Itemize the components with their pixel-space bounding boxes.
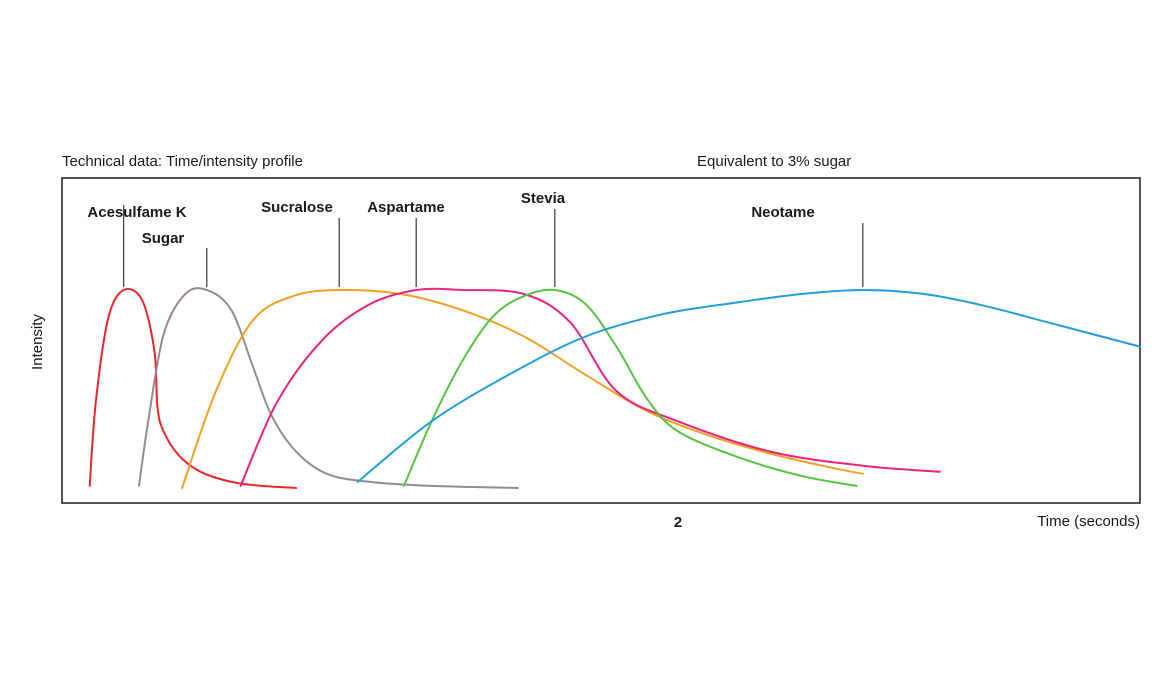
x-tick-label: 2 [674,514,682,531]
y-axis-label: Intensity [29,314,46,370]
series-line-stevia [402,288,858,487]
series-line-aspartame [239,287,941,487]
series-line-neotame [356,289,1141,483]
series-line-sucralose [181,288,864,489]
series-label-stevia: Stevia [521,190,566,207]
series-label-neotame: Neotame [751,204,814,221]
x-axis-label: Time (seconds) [1037,513,1140,530]
series-labels: Acesulfame K Sugar Sucralose Aspartame Stevi… [87,190,864,287]
chart-title: Technical data: Time/intensity profile [62,153,303,170]
series-label-sucralose: Sucralose [261,199,333,216]
series-lines [88,287,1141,489]
chart-subtitle: Equivalent to 3% sugar [697,153,851,170]
series-line-acesulfame-k [88,287,298,489]
plot-frame [61,177,1141,504]
series-label-sugar: Sugar [142,230,185,247]
series-label-acesulfame-k: Acesulfame K [87,204,186,221]
series-line-sugar [138,287,519,489]
x-tick-labels: 2 [674,514,682,531]
series-label-aspartame: Aspartame [367,199,445,216]
